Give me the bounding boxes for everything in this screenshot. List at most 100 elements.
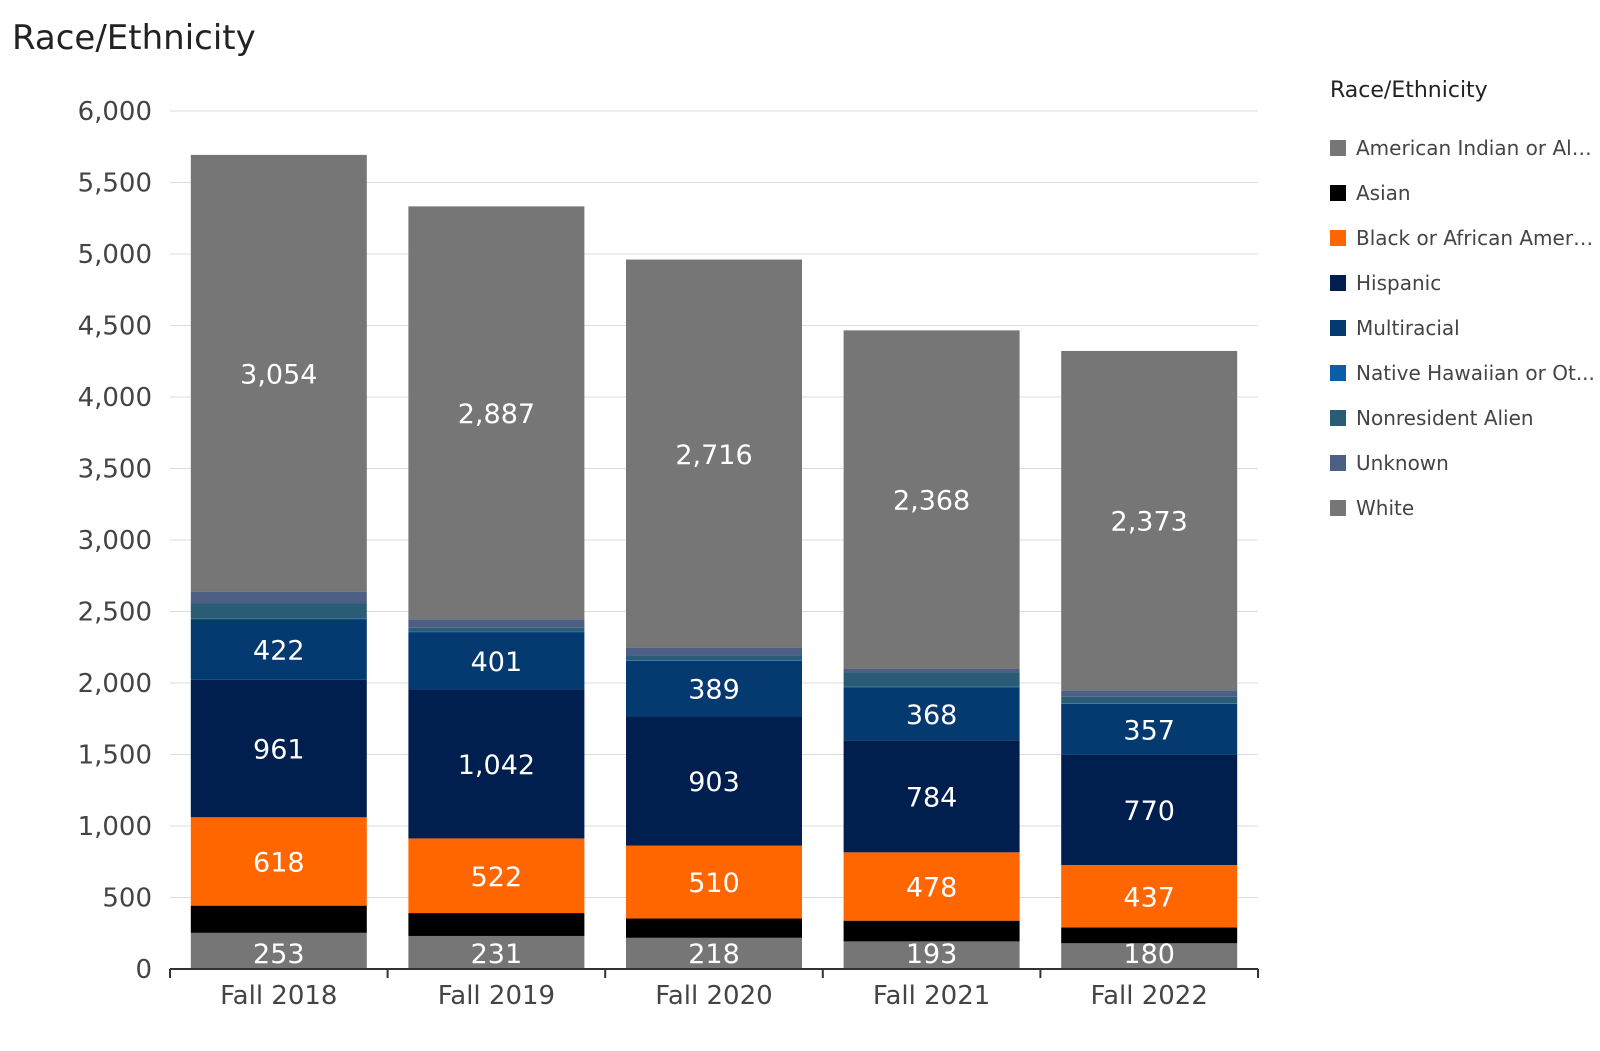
bar-segment	[190, 619, 367, 680]
bar-segment	[626, 716, 802, 846]
x-tick-label: Fall 2020	[655, 981, 772, 1011]
legend-swatch	[1330, 364, 1346, 381]
y-tick-label: 3,500	[78, 455, 152, 485]
data-label: 961	[253, 735, 305, 766]
legend-items: American Indian or Ala... Asian Black or A…	[1330, 125, 1595, 530]
bar-segment	[843, 686, 1020, 688]
legend-item[interactable]: Asian	[1330, 170, 1595, 215]
bar-segment	[1061, 927, 1238, 944]
legend-swatch	[1330, 229, 1346, 246]
bar-segment	[843, 687, 1020, 741]
y-tick-label: 500	[102, 884, 152, 914]
legend-label: Multiracial	[1356, 315, 1460, 340]
data-label: 368	[906, 700, 958, 731]
bar-segment	[843, 941, 1020, 969]
bar-segment	[408, 632, 585, 690]
bar-segment	[190, 817, 367, 906]
legend-label: Hispanic	[1356, 270, 1442, 295]
bars	[190, 154, 1238, 969]
y-axis-ticks: 0 500 1,000 1,500 2,000 2,500 3,000 3,500 4,000 4…	[78, 97, 152, 985]
data-label: 218	[688, 939, 740, 970]
bar-segment	[626, 937, 802, 969]
legend-label: Unknown	[1356, 450, 1449, 475]
chart-title: Race/Ethnicity	[12, 18, 256, 58]
data-label: 231	[471, 939, 523, 970]
bar-segment	[190, 591, 367, 604]
legend-swatch	[1330, 139, 1346, 156]
legend-item[interactable]: Hispanic	[1330, 260, 1595, 305]
legend-item[interactable]: American Indian or Ala...	[1330, 125, 1595, 170]
bar-segment	[626, 259, 802, 648]
y-tick-label: 4,000	[78, 383, 152, 413]
y-tick-label: 4,500	[78, 312, 152, 342]
bar-segment	[408, 689, 585, 839]
bar-segment	[408, 627, 585, 632]
bar-segment	[190, 618, 367, 620]
bar-segment	[626, 647, 802, 656]
bar-segment	[1061, 865, 1238, 928]
bar-segment	[190, 679, 367, 818]
bar-segment	[1061, 703, 1238, 755]
bar-segment	[190, 932, 367, 969]
x-tick-label: Fall 2022	[1091, 981, 1208, 1011]
bar-segment	[843, 740, 1020, 853]
bar-segment	[408, 631, 585, 633]
legend-title: Race/Ethnicity	[1330, 78, 1488, 103]
legend-label: Native Hawaiian or Ot...	[1356, 360, 1595, 385]
legend-label: Asian	[1356, 180, 1411, 205]
data-label: 389	[688, 675, 740, 706]
legend-item[interactable]: Nonresident Alien	[1330, 395, 1595, 440]
legend-item[interactable]: White	[1330, 485, 1595, 530]
bar-segment	[843, 330, 1020, 669]
bar-segment	[626, 655, 802, 661]
y-tick-label: 1,000	[78, 812, 152, 842]
legend-item[interactable]: Multiracial	[1330, 305, 1595, 350]
y-tick-label: 3,000	[78, 526, 152, 556]
bar-segment	[843, 668, 1020, 673]
legend-swatch	[1330, 454, 1346, 471]
data-label: 357	[1123, 715, 1175, 746]
data-label: 2,716	[675, 440, 752, 471]
bar-segment	[1061, 350, 1238, 691]
y-tick-label: 5,500	[78, 169, 152, 199]
data-label: 903	[688, 767, 740, 798]
legend-item[interactable]: Unknown	[1330, 440, 1595, 485]
legend-swatch	[1330, 409, 1346, 426]
data-label: 422	[253, 636, 305, 667]
legend-swatch	[1330, 184, 1346, 201]
bar-segment	[408, 913, 585, 936]
legend-label: Black or African Ameri...	[1356, 225, 1595, 250]
bar-segment	[626, 845, 802, 919]
bar-segment	[626, 660, 802, 717]
data-label: 478	[906, 872, 958, 903]
bar-segment	[190, 154, 367, 592]
data-label: 401	[471, 647, 523, 678]
data-label: 522	[471, 862, 523, 893]
x-tick-label: Fall 2018	[220, 981, 337, 1011]
bar-segment	[843, 672, 1020, 687]
legend-item[interactable]: Native Hawaiian or Ot...	[1330, 350, 1595, 395]
y-tick-label: 0	[135, 955, 152, 985]
bar-segment	[190, 603, 367, 619]
y-tick-label: 6,000	[78, 97, 152, 127]
data-label: 437	[1123, 882, 1175, 913]
data-label: 770	[1123, 796, 1175, 827]
data-label: 510	[688, 868, 740, 899]
y-tick-label: 2,000	[78, 669, 152, 699]
bar-segment	[1061, 696, 1238, 704]
bar-segment	[1061, 690, 1238, 697]
y-tick-label: 2,500	[78, 598, 152, 628]
y-tick-label: 1,500	[78, 741, 152, 771]
y-tick-label: 5,000	[78, 240, 152, 270]
bar-segment	[626, 660, 802, 661]
legend-swatch	[1330, 499, 1346, 516]
data-label: 784	[906, 782, 958, 813]
bar-segment	[1061, 754, 1238, 866]
x-tick-label: Fall 2019	[438, 981, 555, 1011]
bar-segment	[1061, 703, 1238, 704]
data-label: 180	[1123, 939, 1175, 970]
data-label: 3,054	[240, 359, 317, 390]
data-label: 2,887	[458, 399, 535, 430]
bar-segment	[408, 935, 585, 969]
legend-item[interactable]: Black or African Ameri...	[1330, 215, 1595, 260]
